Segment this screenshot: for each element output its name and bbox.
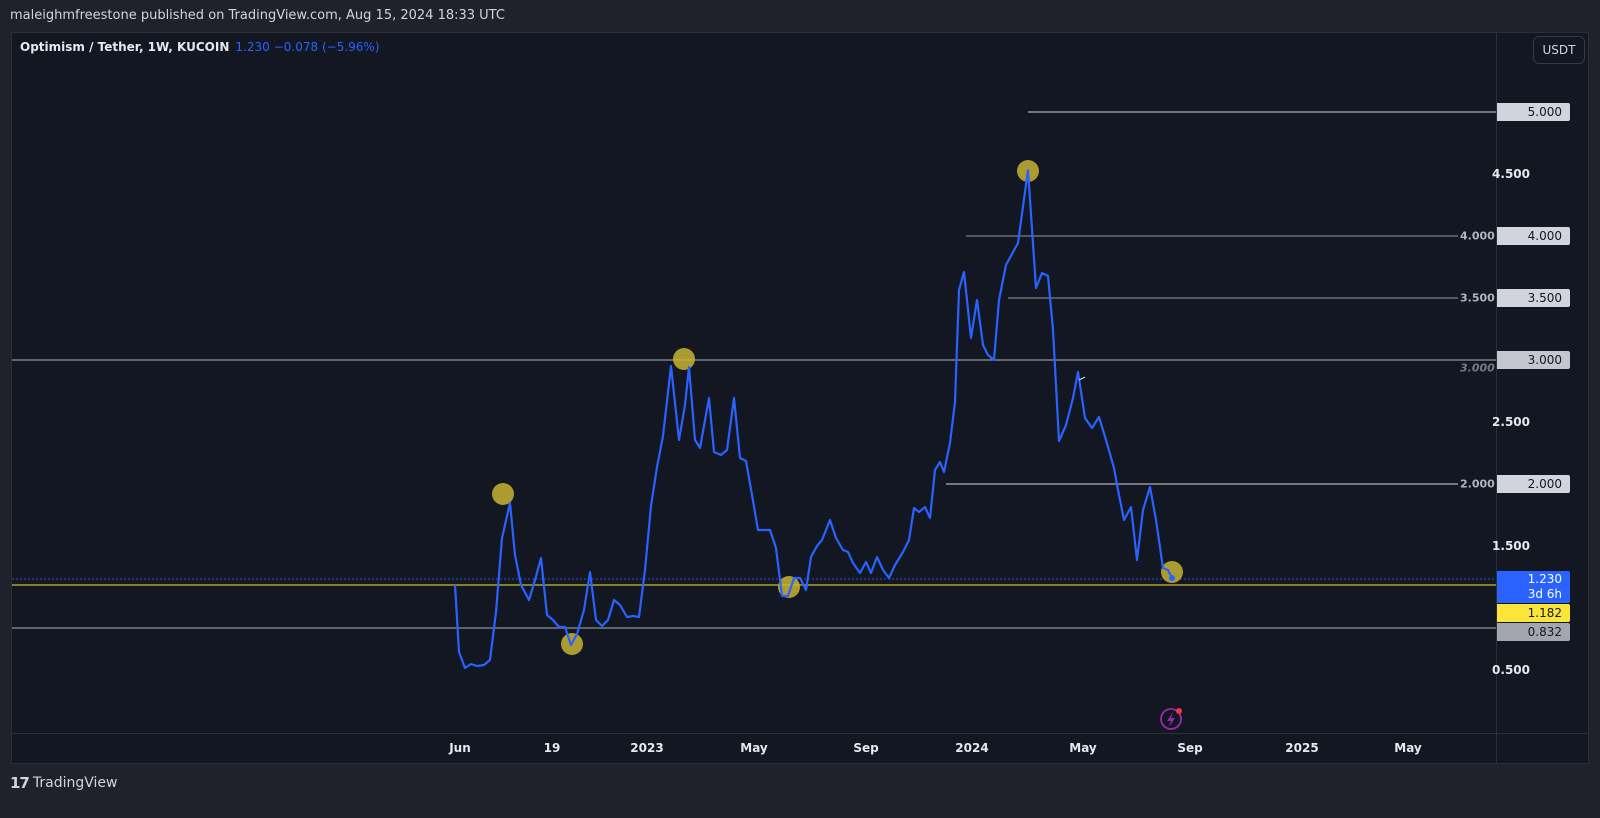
price-label-gray: 0.832 [1497, 623, 1570, 641]
chart-frame[interactable] [11, 32, 1589, 764]
time-tick: Sep [853, 741, 879, 755]
cursor-mark [1078, 376, 1086, 381]
time-tick: Jun [449, 741, 471, 755]
symbol-legend[interactable]: Optimism / Tether, 1W, KUCOIN 1.230 −0.078… [20, 40, 380, 54]
price-label-4: 4.000 [1497, 227, 1570, 245]
time-tick: 2025 [1285, 741, 1319, 755]
price-label-5: 5.000 [1497, 103, 1570, 121]
tradingview-brand: TradingView [32, 775, 118, 791]
price-label-2: 2.000 [1497, 475, 1570, 493]
time-tick: 2023 [630, 741, 664, 755]
marker-current [1161, 561, 1183, 583]
marker-peak-1 [492, 483, 514, 505]
price-label-3-5: 3.500 [1497, 289, 1570, 307]
time-tick: 2024 [955, 741, 989, 755]
symbol-name: Optimism / Tether, 1W, KUCOIN [20, 40, 230, 54]
price-tick: 2.500 [1492, 415, 1530, 429]
tradingview-mark-icon: 17 [10, 774, 30, 792]
marker-peak-2 [673, 348, 695, 370]
current-price-label: 1.230 3d 6h [1497, 571, 1570, 603]
pivot-markers [492, 160, 1183, 655]
price-axis-divider [1496, 32, 1497, 764]
last-value: 1.230 [235, 40, 270, 54]
line-label-2: 2.000 [1460, 477, 1495, 491]
bar-countdown: 3d 6h [1527, 587, 1562, 601]
lightning-alert-icon[interactable] [1160, 708, 1182, 730]
line-label-3-5: 3.500 [1460, 291, 1495, 305]
time-tick: 19 [543, 741, 561, 755]
time-tick: May [1069, 741, 1097, 755]
current-price-value: 1.230 [1527, 572, 1562, 586]
price-label-3: 3.000 [1497, 351, 1570, 369]
line-label-3: 3.000 [1460, 361, 1495, 375]
time-tick: Sep [1177, 741, 1203, 755]
publisher-credit: maleighmfreestone published on TradingVi… [10, 8, 505, 23]
time-tick: May [1394, 741, 1422, 755]
price-tick: 1.500 [1492, 539, 1530, 553]
price-change: −0.078 (−5.96%) [273, 40, 380, 54]
marker-low-2 [778, 576, 800, 598]
last-price-dot [1169, 575, 1175, 581]
time-tick: May [740, 741, 768, 755]
price-tick: 4.500 [1492, 167, 1530, 181]
currency-selector-button[interactable]: USDT [1533, 36, 1585, 64]
price-line-series[interactable] [453, 168, 1173, 670]
line-label-4: 4.000 [1460, 229, 1495, 243]
price-tick: 0.500 [1492, 663, 1530, 677]
price-label-yellow: 1.182 [1497, 604, 1570, 622]
time-axis-divider [11, 733, 1589, 734]
tradingview-logo[interactable]: 17 TradingView [10, 774, 117, 792]
